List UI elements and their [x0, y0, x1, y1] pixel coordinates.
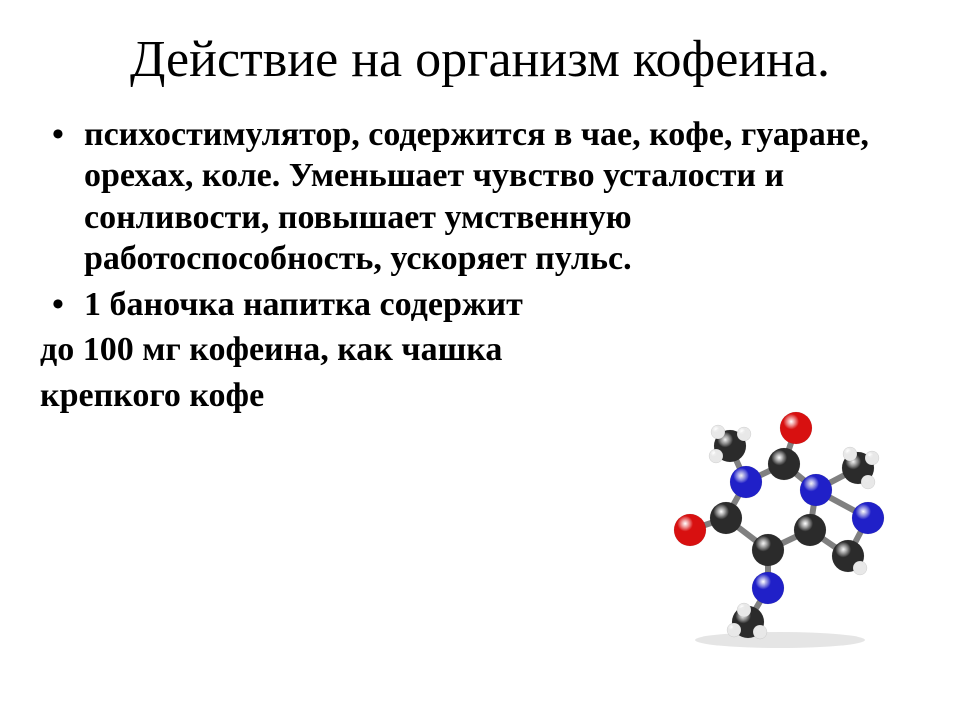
slide: Действие на организм кофеина. психостиму… [0, 0, 960, 720]
bullet-list: психостимулятор, содержится в чае, кофе,… [40, 114, 920, 325]
body-line: до 100 мг кофеина, как чашка [40, 329, 920, 370]
bullet-item: 1 баночка напитка содержит [40, 284, 920, 325]
content-block: психостимулятор, содержится в чае, кофе,… [40, 114, 920, 416]
caffeine-molecule-diagram [660, 400, 900, 620]
bullet-item: психостимулятор, содержится в чае, кофе,… [40, 114, 920, 280]
page-title: Действие на организм кофеина. [40, 30, 920, 90]
